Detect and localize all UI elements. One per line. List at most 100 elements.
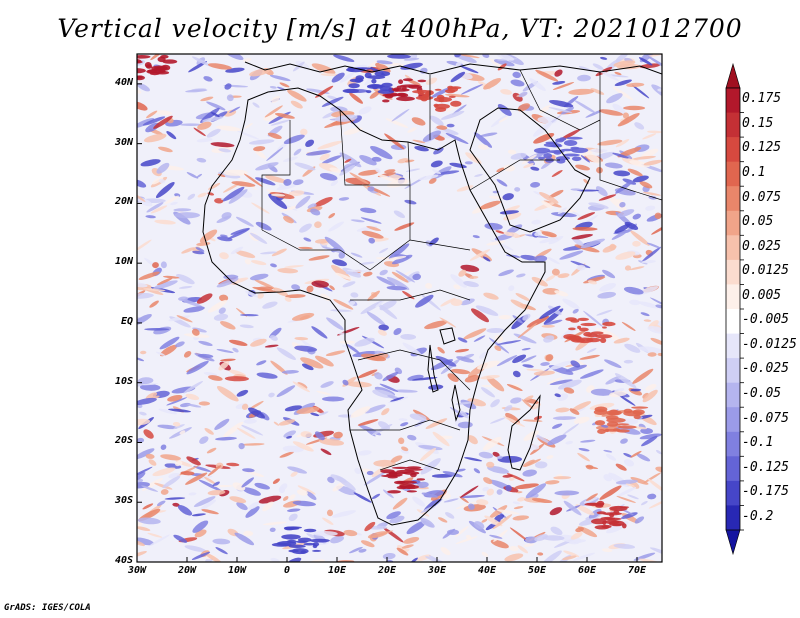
field-streak bbox=[573, 552, 595, 561]
field-streak bbox=[371, 493, 381, 500]
field-streak bbox=[238, 442, 245, 450]
field-streak bbox=[483, 78, 502, 90]
field-feature bbox=[600, 337, 607, 343]
field-streak bbox=[494, 514, 505, 521]
field-streak bbox=[198, 340, 213, 346]
field-streak bbox=[242, 487, 261, 496]
field-feature bbox=[271, 542, 292, 547]
field-streak bbox=[522, 459, 535, 467]
field-streak bbox=[549, 507, 563, 516]
field-streak bbox=[524, 395, 534, 401]
field-streak bbox=[467, 398, 487, 407]
field-feature bbox=[153, 66, 166, 70]
field-streak bbox=[639, 181, 653, 189]
field-streak bbox=[252, 102, 260, 108]
field-streak bbox=[602, 269, 616, 279]
field-streak bbox=[305, 139, 315, 147]
field-streak bbox=[614, 388, 625, 393]
field-feature bbox=[433, 103, 439, 107]
field-streak bbox=[454, 348, 470, 353]
field-streak bbox=[531, 219, 542, 225]
lat-tick-label: EQ bbox=[120, 315, 133, 327]
field-streak bbox=[251, 202, 270, 214]
field-streak bbox=[604, 162, 623, 169]
field-streak bbox=[218, 148, 232, 153]
field-streak bbox=[493, 59, 515, 67]
lat-tick-label: 20S bbox=[114, 435, 133, 447]
field-streak bbox=[530, 166, 540, 171]
field-feature bbox=[160, 54, 169, 59]
field-streak bbox=[570, 531, 583, 540]
field-streak bbox=[425, 418, 448, 429]
field-streak bbox=[615, 180, 634, 194]
field-feature bbox=[288, 544, 306, 548]
field-streak bbox=[455, 501, 477, 509]
field-streak bbox=[460, 410, 470, 419]
field-streak bbox=[609, 391, 628, 397]
field-streak bbox=[418, 174, 439, 181]
field-streak bbox=[492, 451, 500, 457]
field-feature bbox=[283, 526, 300, 530]
field-streak bbox=[458, 269, 467, 277]
field-streak bbox=[223, 182, 241, 193]
field-streak bbox=[562, 423, 580, 435]
field-streak bbox=[584, 151, 602, 164]
field-streak bbox=[523, 430, 539, 441]
field-streak bbox=[530, 181, 541, 188]
field-feature bbox=[450, 100, 462, 107]
field-streak bbox=[425, 77, 438, 85]
field-streak bbox=[310, 208, 321, 216]
field-streak bbox=[490, 539, 509, 549]
field-streak bbox=[647, 352, 657, 357]
field-feature bbox=[124, 71, 136, 75]
field-feature bbox=[608, 409, 620, 416]
field-streak bbox=[359, 261, 375, 265]
field-streak bbox=[391, 108, 410, 122]
field-streak bbox=[255, 221, 272, 231]
field-streak bbox=[548, 189, 564, 199]
field-streak bbox=[551, 423, 563, 429]
colorbar-level-label: -0.005 bbox=[742, 312, 789, 328]
field-streak bbox=[155, 181, 175, 199]
colorbar-segment bbox=[726, 284, 740, 310]
field-streak bbox=[286, 435, 293, 439]
field-streak bbox=[358, 169, 380, 176]
field-streak bbox=[645, 205, 656, 211]
field-feature bbox=[631, 406, 649, 409]
field-streak bbox=[311, 63, 336, 75]
field-streak bbox=[586, 348, 597, 353]
field-streak bbox=[486, 461, 495, 468]
field-streak bbox=[506, 224, 523, 235]
field-streak bbox=[320, 73, 339, 77]
field-feature bbox=[137, 58, 142, 64]
field-streak bbox=[633, 155, 656, 160]
field-streak bbox=[570, 360, 581, 368]
field-streak bbox=[244, 258, 252, 265]
field-streak bbox=[577, 74, 591, 82]
field-streak bbox=[382, 489, 394, 499]
field-streak bbox=[623, 359, 634, 364]
field-streak bbox=[555, 407, 570, 413]
field-streak bbox=[504, 553, 524, 562]
field-streak bbox=[237, 130, 260, 140]
field-streak bbox=[207, 489, 226, 496]
field-streak bbox=[548, 235, 564, 245]
field-streak bbox=[450, 368, 471, 375]
field-streak bbox=[640, 312, 650, 317]
field-feature bbox=[617, 425, 637, 429]
field-streak bbox=[213, 484, 233, 488]
field-streak bbox=[392, 497, 408, 510]
field-streak bbox=[490, 399, 500, 408]
field-streak bbox=[172, 421, 181, 427]
field-streak bbox=[641, 500, 648, 506]
field-streak bbox=[646, 242, 661, 249]
colorbar-segment bbox=[726, 309, 740, 335]
field-streak bbox=[531, 403, 541, 410]
field-streak bbox=[390, 455, 403, 463]
field-streak bbox=[390, 396, 405, 402]
field-streak bbox=[166, 131, 177, 140]
field-streak bbox=[526, 315, 550, 328]
field-streak bbox=[310, 412, 320, 417]
field-streak bbox=[425, 282, 433, 289]
field-streak bbox=[554, 290, 569, 297]
